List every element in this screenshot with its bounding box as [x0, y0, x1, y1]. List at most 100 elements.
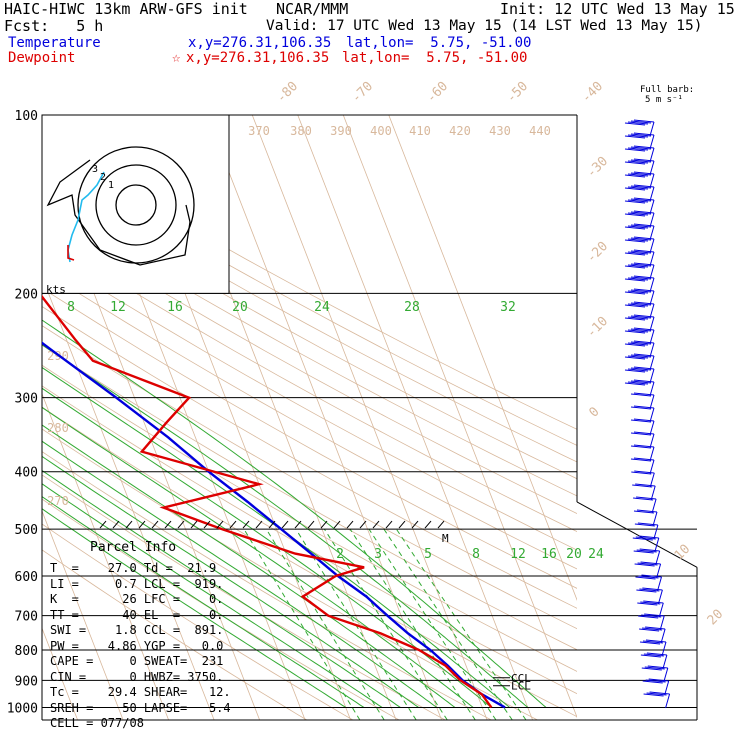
temperature-xy: x,y=276.31,106.35 — [188, 35, 332, 51]
dewpoint-star-icon: ☆ — [172, 50, 181, 66]
mixing-ratio-label-mid: 3 — [374, 547, 382, 562]
mixing-ratio-label-top: 24 — [314, 300, 330, 315]
wind-barb — [632, 483, 656, 501]
wind-barb — [624, 223, 655, 241]
dry-adiabat — [42, 251, 577, 551]
hatch-mark — [151, 520, 159, 529]
hatch-mark — [255, 520, 263, 529]
hodograph-ring-label: 1 — [108, 180, 114, 191]
pressure-tick-label: 800 — [15, 644, 38, 659]
dry-adiabat — [42, 325, 577, 630]
wind-barb — [624, 301, 655, 319]
parcel-info-row: LI = 0.7 LCL = 919. — [50, 576, 224, 591]
wind-barb — [637, 600, 664, 618]
dry-adiabat — [42, 201, 577, 497]
hatch-mark — [164, 520, 172, 529]
dewpoint-xy: x,y=276.31,106.35 — [186, 50, 330, 66]
wind-barb — [624, 262, 655, 280]
wind-barb — [624, 249, 655, 267]
pressure-tick-label: 900 — [15, 674, 38, 689]
dry-adiabat — [42, 154, 577, 446]
annotation-M: M — [442, 532, 449, 545]
hatch-mark — [112, 520, 120, 529]
isotherm-label: -10 — [584, 314, 611, 341]
wind-barb — [634, 561, 662, 579]
theta-label: 380 — [290, 124, 312, 138]
theta-label: 280 — [47, 421, 69, 435]
isotherm-label: -40 — [579, 79, 606, 106]
wind-barb — [633, 509, 658, 527]
dry-adiabat — [42, 498, 400, 720]
mixing-ratio-line — [349, 528, 476, 720]
mixing-ratio-line — [368, 528, 497, 720]
hatch-mark — [320, 520, 328, 529]
hatch-mark — [138, 520, 146, 529]
theta-label: 270 — [47, 494, 69, 508]
mixing-ratio-line — [383, 528, 513, 720]
hodograph-inset: kts 321 — [41, 114, 230, 296]
wind-barb — [638, 613, 665, 631]
hatch-mark — [281, 520, 289, 529]
mixing-ratio-label-top: 20 — [232, 300, 248, 315]
wind-barb — [624, 379, 655, 397]
wind-barb — [630, 457, 655, 475]
hatch-mark — [203, 520, 211, 529]
temperature-latlon: lat,lon= 5.75, -51.00 — [346, 35, 532, 51]
wind-barb — [632, 535, 660, 553]
isotherm-line — [251, 115, 488, 720]
dry-adiabat — [42, 185, 577, 480]
dry-adiabat — [42, 549, 308, 720]
hatch-mark — [437, 520, 445, 529]
theta-label: 410 — [409, 124, 431, 138]
parcel-info-row: T = 27.0 Td = 21.9 — [50, 561, 217, 575]
isotherm-line — [42, 275, 215, 720]
isotherm-label: -80 — [274, 79, 301, 106]
hodograph-kts-label: kts — [46, 283, 66, 296]
chart-title: HAIC-HIWC 13km ARW-GFS init — [4, 0, 248, 18]
wind-barb — [624, 327, 655, 345]
wind-barb — [631, 470, 655, 488]
dry-adiabat — [42, 385, 577, 695]
mixing-ratio-label-top: 28 — [404, 300, 420, 315]
dry-adiabat — [42, 234, 577, 533]
isotherm-label: -30 — [584, 154, 611, 181]
wind-barb — [624, 132, 655, 150]
mixing-ratio-label-top: 8 — [67, 300, 75, 315]
mixing-ratio-label-mid: 5 — [424, 547, 432, 562]
theta-label: 390 — [330, 124, 352, 138]
pressure-tick-label: 300 — [15, 392, 38, 407]
mixing-ratio-line — [323, 528, 448, 720]
theta-label: 400 — [370, 124, 392, 138]
sounding-series — [42, 294, 506, 709]
mixing-ratio-line — [243, 528, 361, 720]
dry-adiabat-lines — [42, 139, 577, 720]
wind-barb — [624, 210, 655, 228]
pressure-tick-label: 700 — [15, 610, 38, 625]
hodograph-ring — [95, 164, 177, 246]
dry-adiabat — [42, 139, 577, 430]
isotherm-label: 0 — [586, 404, 602, 420]
temperature-legend: Temperature — [8, 35, 101, 51]
pressure-axis: 100 200 300 400 500 600 700 800 900 1000 — [7, 109, 38, 716]
dry-adiabat — [42, 523, 354, 720]
parcel-info-row: SREH = 50 LAPSE= 5.4 — [50, 700, 231, 715]
wind-barb — [639, 626, 666, 644]
dewpoint-profile — [42, 294, 493, 709]
parcel-info-table: T = 27.0 Td = 21.9 LI = 0.7 LCL = 919. K =… — [50, 561, 231, 732]
temperature-profile — [42, 341, 506, 709]
wind-barb — [630, 418, 655, 436]
model-center: NCAR/MMM — [276, 0, 349, 18]
mixing-ratio-label-mid: 12 — [510, 547, 526, 562]
wind-barb — [630, 444, 655, 462]
valid-time: Valid: 17 UTC Wed 13 May 15 (14 LST Wed … — [266, 18, 703, 34]
isotherm-label: -60 — [424, 79, 451, 106]
wind-barb — [624, 353, 655, 371]
isotherm-line — [388, 115, 577, 602]
hatch-mark — [424, 520, 432, 529]
pressure-tick-label: 1000 — [7, 701, 38, 716]
dry-adiabat — [42, 169, 577, 463]
hodograph-frame — [41, 114, 230, 294]
theta-label: 420 — [449, 124, 471, 138]
